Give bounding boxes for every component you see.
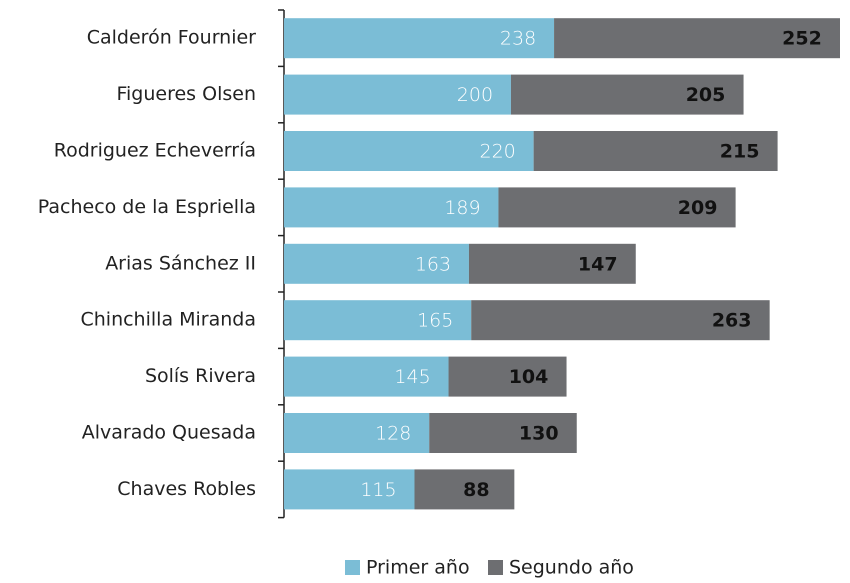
bar-segment xyxy=(284,131,534,171)
category-label: Figueres Olsen xyxy=(116,83,256,105)
bar-segment xyxy=(284,243,469,284)
value-label: 200 xyxy=(457,84,493,106)
value-label: 220 xyxy=(479,141,515,163)
value-label: 215 xyxy=(720,141,760,163)
bar-segment xyxy=(284,74,511,115)
category-label: Alvarado Quesada xyxy=(82,422,256,444)
value-label: 128 xyxy=(375,423,411,445)
legend-swatch xyxy=(345,560,360,575)
category-label: Rodriguez Echeverría xyxy=(54,140,256,162)
bar-segment xyxy=(284,187,499,228)
legend-swatch xyxy=(488,560,503,575)
bar-segment xyxy=(429,413,577,453)
bar-segment xyxy=(284,356,449,397)
value-label: 115 xyxy=(360,479,396,501)
value-label: 205 xyxy=(686,84,726,106)
category-label: Arias Sánchez II xyxy=(105,252,256,274)
value-label: 145 xyxy=(394,366,430,388)
value-label: 252 xyxy=(782,28,822,50)
bar-segment xyxy=(448,356,567,397)
bar-segment xyxy=(498,187,736,228)
bar-segment xyxy=(284,469,415,510)
category-label: Solís Rivera xyxy=(145,365,256,387)
bar-segment xyxy=(414,469,515,510)
value-label: 209 xyxy=(678,197,718,219)
value-label: 238 xyxy=(500,28,536,50)
category-label: Chaves Robles xyxy=(117,478,256,500)
value-label: 189 xyxy=(444,197,480,219)
value-label: 147 xyxy=(578,253,618,275)
legend-label: Segundo año xyxy=(509,557,634,579)
value-label: 130 xyxy=(519,423,559,445)
bar-segment xyxy=(510,74,744,115)
bar-segment xyxy=(284,300,472,341)
value-label: 104 xyxy=(509,366,549,388)
bar-segment xyxy=(471,300,770,341)
bar-segment xyxy=(533,131,778,171)
bar-segment xyxy=(284,18,555,59)
bar-segment xyxy=(468,243,636,284)
value-label: 88 xyxy=(463,479,489,501)
value-label: 263 xyxy=(712,310,752,332)
legend-label: Primer año xyxy=(366,557,470,579)
bar-segment xyxy=(284,413,430,453)
category-label: Pacheco de la Espriella xyxy=(38,196,256,218)
value-label: 163 xyxy=(415,253,451,275)
category-label: Chinchilla Miranda xyxy=(80,309,256,331)
bar-segment xyxy=(554,18,840,59)
category-label: Calderón Fournier xyxy=(87,27,256,49)
value-label: 165 xyxy=(417,310,453,332)
